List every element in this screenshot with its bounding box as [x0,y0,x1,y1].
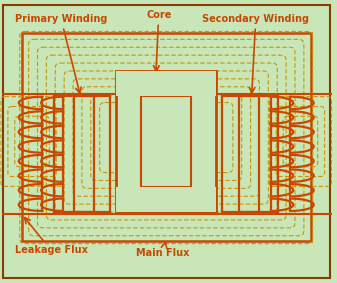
Bar [116,187,216,212]
Text: Core: Core [146,10,172,71]
Text: Secondary Winding: Secondary Winding [202,14,309,93]
Text: Leakage Flux: Leakage Flux [15,218,88,256]
Bar [116,71,216,96]
Bar [22,33,311,241]
Bar [116,71,216,212]
Text: Main Flux: Main Flux [136,242,189,258]
Text: Primary Winding: Primary Winding [15,14,107,93]
Bar [141,96,191,187]
